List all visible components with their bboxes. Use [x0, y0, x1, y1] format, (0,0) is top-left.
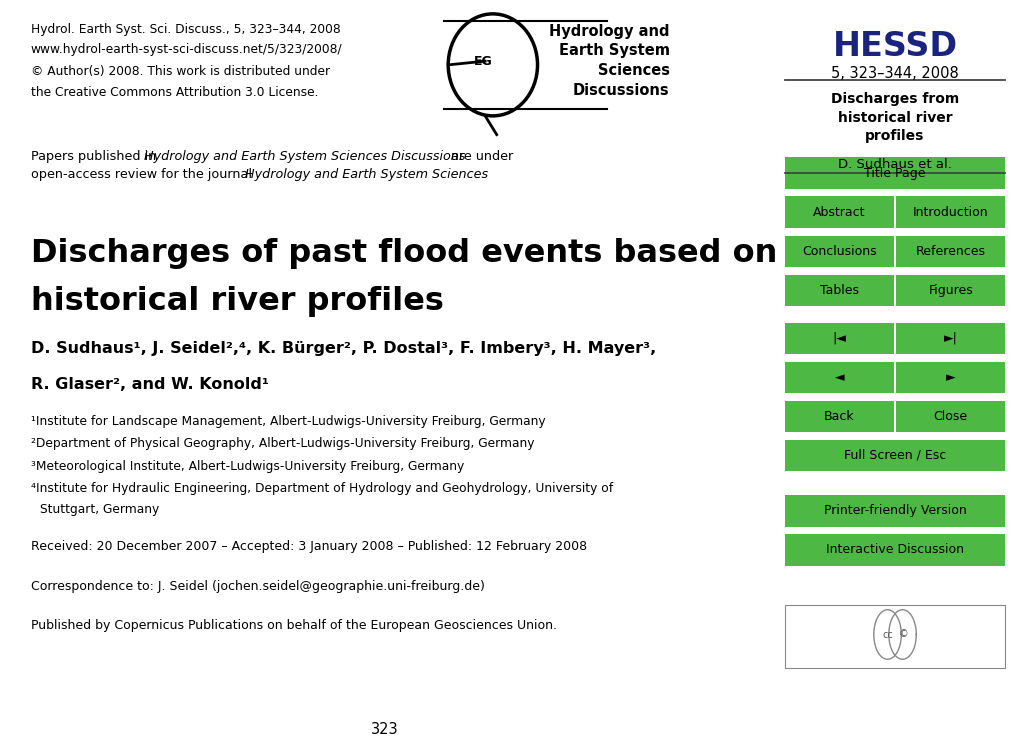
Text: Printer-friendly Version: Printer-friendly Version [823, 504, 965, 518]
Text: References: References [915, 244, 984, 258]
Text: Received: 20 December 2007 – Accepted: 3 January 2008 – Published: 12 February 2: Received: 20 December 2007 – Accepted: 3… [31, 540, 586, 553]
Text: R. Glaser², and W. Konold¹: R. Glaser², and W. Konold¹ [31, 377, 268, 392]
Text: Hydrol. Earth Syst. Sci. Discuss., 5, 323–344, 2008: Hydrol. Earth Syst. Sci. Discuss., 5, 32… [31, 22, 340, 35]
Bar [785, 236, 893, 267]
Text: ►: ► [945, 370, 955, 384]
Text: Full Screen / Esc: Full Screen / Esc [843, 448, 946, 462]
Text: Introduction: Introduction [912, 206, 987, 219]
Bar [785, 440, 1004, 471]
Bar [785, 400, 893, 432]
Text: Abstract: Abstract [812, 206, 865, 219]
Text: Figures: Figures [927, 284, 972, 297]
Text: cc: cc [881, 629, 892, 640]
Bar [785, 495, 1004, 526]
Bar [896, 236, 1004, 267]
Bar [785, 362, 893, 393]
Text: 5, 323–344, 2008: 5, 323–344, 2008 [830, 66, 958, 81]
Text: www.hydrol-earth-syst-sci-discuss.net/5/323/2008/: www.hydrol-earth-syst-sci-discuss.net/5/… [31, 44, 342, 56]
Text: ²Department of Physical Geography, Albert-Ludwigs-University Freiburg, Germany: ²Department of Physical Geography, Alber… [31, 437, 534, 450]
Text: Interactive Discussion: Interactive Discussion [825, 543, 963, 556]
Text: Close: Close [932, 410, 967, 423]
Text: D. Sudhaus¹, J. Seidel²,⁴, K. Bürger², P. Dostal³, F. Imbery³, H. Mayer³,: D. Sudhaus¹, J. Seidel²,⁴, K. Bürger², P… [31, 341, 655, 356]
Bar [785, 322, 893, 354]
Text: D. Sudhaus et al.: D. Sudhaus et al. [838, 158, 951, 170]
Bar [896, 196, 1004, 228]
Text: Papers published in: Papers published in [31, 150, 160, 163]
Bar [785, 274, 893, 306]
Text: Published by Copernicus Publications on behalf of the European Geosciences Union: Published by Copernicus Publications on … [31, 620, 556, 632]
Text: ¹Institute for Landscape Management, Albert-Ludwigs-University Freiburg, Germany: ¹Institute for Landscape Management, Alb… [31, 415, 545, 428]
Text: EG: EG [474, 56, 492, 68]
Text: HESSD: HESSD [832, 30, 957, 63]
Text: historical river profiles: historical river profiles [31, 286, 443, 316]
Text: Hydrology and
Earth System
Sciences
Discussions: Hydrology and Earth System Sciences Disc… [548, 24, 668, 98]
Text: ►|: ►| [943, 332, 957, 345]
Text: 323: 323 [371, 722, 398, 736]
Bar [785, 158, 1004, 189]
Text: open-access review for the journal: open-access review for the journal [31, 168, 256, 181]
Text: the Creative Commons Attribution 3.0 License.: the Creative Commons Attribution 3.0 Lic… [31, 86, 318, 98]
Bar [785, 604, 1004, 668]
Text: Hydrology and Earth System Sciences Discussions: Hydrology and Earth System Sciences Disc… [144, 150, 465, 163]
Text: Conclusions: Conclusions [801, 244, 876, 258]
Text: ©: © [898, 629, 907, 640]
Bar [785, 534, 1004, 566]
Text: |◄: |◄ [832, 332, 846, 345]
Text: Tables: Tables [819, 284, 858, 297]
Text: ³Meteorological Institute, Albert-Ludwigs-University Freiburg, Germany: ³Meteorological Institute, Albert-Ludwig… [31, 460, 464, 472]
Text: © Author(s) 2008. This work is distributed under: © Author(s) 2008. This work is distribut… [31, 64, 329, 77]
Text: Discharges of past flood events based on: Discharges of past flood events based on [31, 238, 776, 268]
Text: Title Page: Title Page [863, 166, 925, 180]
Text: Back: Back [823, 410, 854, 423]
Bar [896, 274, 1004, 306]
Bar [896, 362, 1004, 393]
Text: Correspondence to: J. Seidel (jochen.seidel@geographie.uni-freiburg.de): Correspondence to: J. Seidel (jochen.sei… [31, 580, 484, 592]
Bar [896, 400, 1004, 432]
Text: ◄: ◄ [834, 370, 844, 384]
Text: are under: are under [447, 150, 514, 163]
Text: Hydrology and Earth System Sciences: Hydrology and Earth System Sciences [245, 168, 487, 181]
Bar [896, 322, 1004, 354]
Text: Discharges from
historical river
profiles: Discharges from historical river profile… [830, 92, 958, 143]
Bar [785, 196, 893, 228]
Text: ⁴Institute for Hydraulic Engineering, Department of Hydrology and Geohydrology, : ⁴Institute for Hydraulic Engineering, De… [31, 482, 612, 495]
Text: Stuttgart, Germany: Stuttgart, Germany [40, 503, 159, 515]
